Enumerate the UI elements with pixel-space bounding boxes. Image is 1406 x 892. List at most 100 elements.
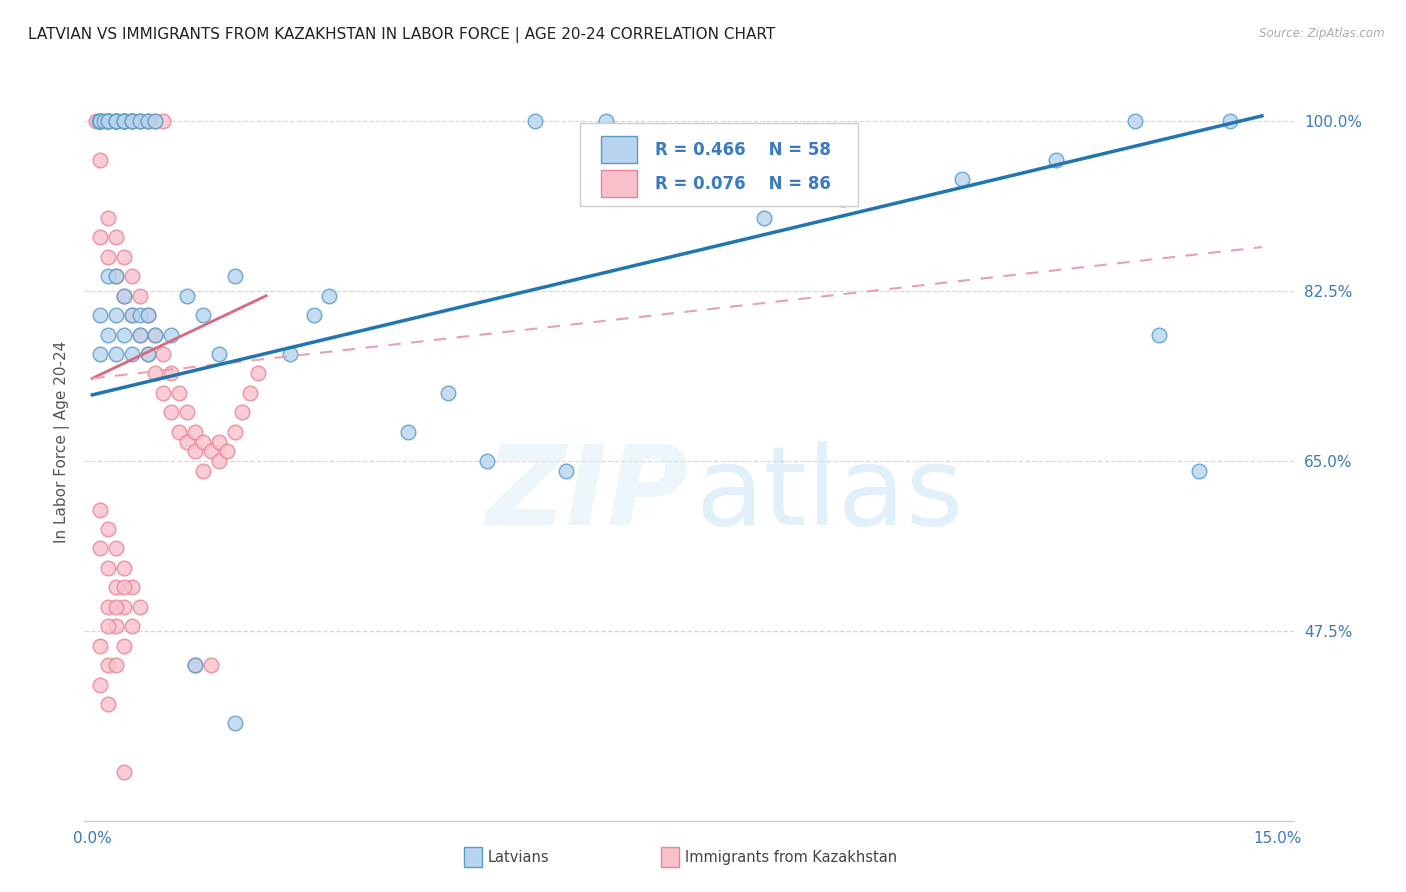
Point bbox=[184, 425, 207, 439]
Point bbox=[136, 308, 159, 322]
Point bbox=[832, 192, 855, 206]
Point bbox=[191, 434, 214, 449]
Point bbox=[97, 599, 120, 614]
Point bbox=[128, 599, 150, 614]
Point bbox=[104, 347, 127, 361]
Point bbox=[224, 269, 246, 284]
Point bbox=[523, 113, 546, 128]
Point bbox=[104, 230, 127, 244]
Point bbox=[104, 113, 127, 128]
Point bbox=[555, 464, 578, 478]
Point bbox=[104, 308, 127, 322]
Text: Immigrants from Kazakhstan: Immigrants from Kazakhstan bbox=[685, 850, 897, 864]
Point bbox=[121, 347, 143, 361]
Point bbox=[1125, 113, 1147, 128]
Point bbox=[97, 113, 120, 128]
Point bbox=[176, 405, 198, 419]
Point bbox=[89, 308, 111, 322]
Point bbox=[396, 425, 419, 439]
Point bbox=[97, 522, 120, 536]
Point bbox=[128, 113, 150, 128]
Point bbox=[1147, 327, 1170, 342]
Point bbox=[97, 113, 120, 128]
Point bbox=[160, 327, 183, 342]
Point bbox=[89, 113, 111, 128]
Point bbox=[136, 113, 159, 128]
Point bbox=[208, 347, 231, 361]
Point bbox=[97, 113, 120, 128]
Point bbox=[1045, 153, 1067, 167]
Point bbox=[121, 113, 143, 128]
Point bbox=[97, 269, 120, 284]
Point bbox=[145, 113, 167, 128]
Point bbox=[104, 619, 127, 633]
Point bbox=[97, 561, 120, 575]
Point bbox=[437, 386, 460, 401]
Point bbox=[152, 386, 174, 401]
Point bbox=[97, 658, 120, 673]
Point bbox=[136, 113, 159, 128]
Point bbox=[208, 434, 231, 449]
Point bbox=[112, 289, 135, 303]
Point bbox=[89, 347, 111, 361]
Point bbox=[224, 425, 246, 439]
Point bbox=[97, 619, 120, 633]
Point bbox=[200, 444, 222, 458]
Point bbox=[278, 347, 301, 361]
Point bbox=[950, 172, 973, 186]
Point bbox=[87, 113, 110, 128]
Point bbox=[104, 599, 127, 614]
Point bbox=[595, 113, 617, 128]
Point bbox=[121, 113, 143, 128]
Point bbox=[104, 113, 127, 128]
Point bbox=[121, 269, 143, 284]
Point bbox=[208, 454, 231, 468]
Point bbox=[121, 113, 143, 128]
Point bbox=[112, 113, 135, 128]
Point bbox=[89, 677, 111, 691]
Text: R = 0.466    N = 58: R = 0.466 N = 58 bbox=[655, 141, 831, 159]
Text: R = 0.076    N = 86: R = 0.076 N = 86 bbox=[655, 175, 831, 193]
Point bbox=[184, 658, 207, 673]
Point bbox=[97, 211, 120, 225]
Point bbox=[239, 386, 262, 401]
Point bbox=[121, 113, 143, 128]
Point bbox=[128, 113, 150, 128]
Text: ZIP: ZIP bbox=[485, 442, 689, 548]
Point bbox=[121, 308, 143, 322]
Point bbox=[112, 561, 135, 575]
Bar bbox=[600, 136, 637, 163]
Point bbox=[97, 113, 120, 128]
Point bbox=[84, 113, 107, 128]
Point bbox=[112, 580, 135, 594]
Text: Source: ZipAtlas.com: Source: ZipAtlas.com bbox=[1260, 27, 1385, 40]
Point bbox=[136, 308, 159, 322]
Point bbox=[112, 639, 135, 653]
Point bbox=[215, 444, 238, 458]
Point bbox=[112, 289, 135, 303]
Point bbox=[1188, 464, 1211, 478]
Text: atlas: atlas bbox=[695, 442, 963, 548]
Point bbox=[89, 502, 111, 516]
Point bbox=[121, 580, 143, 594]
Point bbox=[89, 541, 111, 556]
Point bbox=[152, 113, 174, 128]
Point bbox=[89, 113, 111, 128]
Point bbox=[128, 289, 150, 303]
Point bbox=[97, 113, 120, 128]
Point bbox=[89, 639, 111, 653]
Point bbox=[104, 658, 127, 673]
Point bbox=[89, 153, 111, 167]
Point bbox=[89, 113, 111, 128]
Point bbox=[128, 327, 150, 342]
Point bbox=[104, 113, 127, 128]
Point bbox=[104, 113, 127, 128]
Point bbox=[136, 113, 159, 128]
Point bbox=[128, 308, 150, 322]
Point bbox=[112, 113, 135, 128]
Point bbox=[104, 113, 127, 128]
Point bbox=[104, 541, 127, 556]
Point bbox=[145, 327, 167, 342]
Point bbox=[112, 113, 135, 128]
Point bbox=[121, 619, 143, 633]
